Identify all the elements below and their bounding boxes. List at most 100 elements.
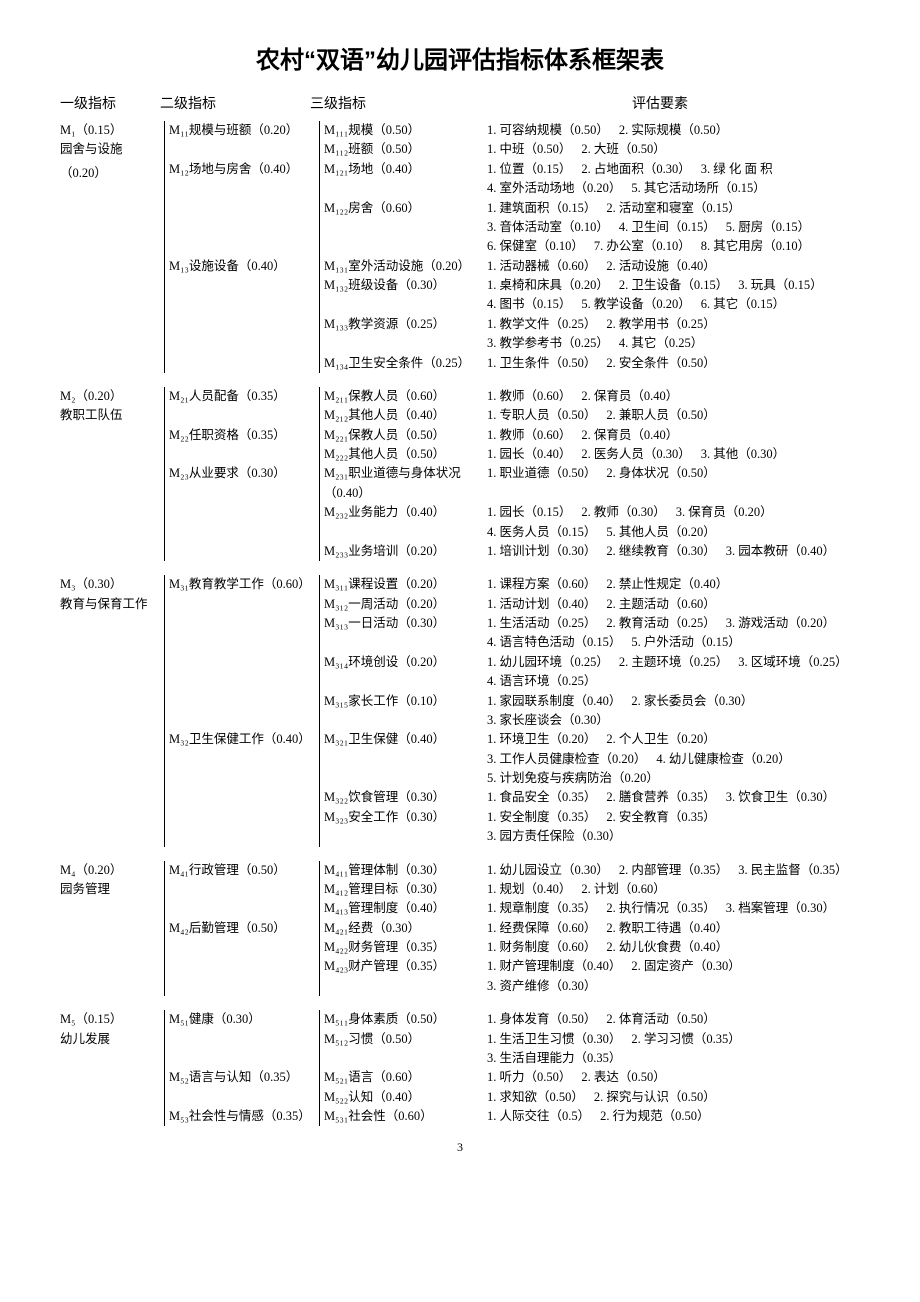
l4-cell: 1. 建筑面积（0.15）2. 活动室和寝室（0.15）3. 音体活动室（0.1…: [479, 199, 860, 257]
l2-row: M₃₂卫生保健工作（0.40）M₃₂₁卫生保健（0.40）1. 环境卫生（0.2…: [165, 730, 860, 846]
eval-item: 1. 园长（0.15）: [487, 503, 571, 522]
eval-item: 2. 教职工待遇（0.40）: [606, 919, 728, 938]
l4-cell: 1. 园长（0.15）2. 教师（0.30）3. 保育员（0.20）4. 医务人…: [479, 503, 860, 542]
l2-cell: M₄₂后勤管理（0.50）: [165, 919, 320, 997]
eval-item: 1. 桌椅和床具（0.20）: [487, 276, 609, 295]
l4-cell: 1. 财务制度（0.60）2. 幼儿伙食费（0.40）: [479, 938, 860, 957]
l3-row: M₅₂₁语言（0.60）1. 听力（0.50）2. 表达（0.50）: [320, 1068, 860, 1087]
l4-cell: 1. 环境卫生（0.20）2. 个人卫生（0.20）3. 工作人员健康检查（0.…: [479, 730, 860, 788]
l4-cell: 1. 食品安全（0.35）2. 膳食营养（0.35）3. 饮食卫生（0.30）: [479, 788, 860, 807]
eval-item: 2. 安全教育（0.35）: [606, 808, 715, 827]
l4-cell: 1. 教学文件（0.25）2. 教学用书（0.25）3. 教学参考书（0.25）…: [479, 315, 860, 354]
l3-cell: M₂₂₂其他人员（0.50）: [320, 445, 479, 464]
l3-cell: M₄₁₂管理目标（0.30）: [320, 880, 479, 899]
eval-item: 1. 中班（0.50）: [487, 140, 571, 159]
eval-item: 2. 大班（0.50）: [581, 140, 665, 159]
eval-item: 5. 厨房（0.15）: [726, 218, 810, 237]
eval-item: 2. 表达（0.50）: [581, 1068, 665, 1087]
l3-cell: M₁₁₁规模（0.50）: [320, 121, 479, 140]
l3-cell: M₅₂₁语言（0.60）: [320, 1068, 479, 1087]
l4-cell: 1. 人际交往（0.5）2. 行为规范（0.50）: [479, 1107, 860, 1126]
l3-row: M₂₁₁保教人员（0.60） 1. 教师（0.60） 2. 保育员（0.40）: [320, 387, 860, 406]
eval-item: 8. 其它用房（0.10）: [701, 237, 810, 256]
l3-cell: M₁₃₄卫生安全条件（0.25）: [320, 354, 479, 373]
l3-cell: M₅₂₂认知（0.40）: [320, 1088, 479, 1107]
l3-cell: M₂₁₁保教人员（0.60）: [320, 387, 479, 406]
l3-row: M₂₃₁职业道德与身体状况（0.40）1. 职业道德（0.50）2. 身体状况（…: [320, 464, 860, 503]
l3-cell: M₂₃₂业务能力（0.40）: [320, 503, 479, 542]
l4-cell: 1. 活动器械（0.60）2. 活动设施（0.40）: [479, 257, 860, 276]
eval-item: 6. 保健室（0.10）: [487, 237, 584, 256]
l3-row: M₃₂₁卫生保健（0.40）1. 环境卫生（0.20）2. 个人卫生（0.20）…: [320, 730, 860, 788]
eval-item: 4. 医务人员（0.15）: [487, 523, 596, 542]
eval-item: 5. 其它活动场所（0.15）: [631, 179, 765, 198]
eval-item: 1. 财产管理制度（0.40）: [487, 957, 621, 976]
l4-cell: 1. 安全制度（0.35）2. 安全教育（0.35）3. 园方责任保险（0.30…: [479, 808, 860, 847]
l3-cell: M₁₂₂房舍（0.60）: [320, 199, 479, 257]
l4-cell: 1. 规章制度（0.35） 2. 执行情况（0.35） 3. 档案管理（0.30）: [479, 899, 860, 918]
l1-row: M₃（0.30）教育与保育工作M₃₁教育教学工作（0.60）M₃₁₁课程设置（0…: [60, 575, 860, 846]
eval-item: 1. 人际交往（0.5）: [487, 1107, 590, 1126]
eval-item: 3. 音体活动室（0.10）: [487, 218, 609, 237]
eval-item: 3. 饮食卫生（0.30）: [726, 788, 835, 807]
eval-item: 1. 环境卫生（0.20）: [487, 730, 596, 749]
l3-cell: M₅₁₁身体素质（0.50）: [320, 1010, 479, 1029]
l2-cell: M₃₁教育教学工作（0.60）: [165, 575, 320, 730]
eval-item: 2. 安全条件（0.50）: [606, 354, 715, 373]
l1-cell: M₃（0.30）教育与保育工作: [60, 575, 165, 846]
eval-item: 4. 其它（0.25）: [619, 334, 703, 353]
l3-row: M₂₂₂其他人员（0.50）1. 园长（0.40）2. 医务人员（0.30）3.…: [320, 445, 860, 464]
eval-item: 1. 教师（0.60）: [487, 426, 571, 445]
header-l3: 三级指标: [310, 93, 460, 113]
l3-cell: M₄₂₃财产管理（0.35）: [320, 957, 479, 996]
l2-row: M₃₁教育教学工作（0.60）M₃₁₁课程设置（0.20）1. 课程方案（0.6…: [165, 575, 860, 730]
l3-cell: M₃₁₄环境创设（0.20）: [320, 653, 479, 692]
eval-item: 1. 教师（0.60）: [487, 387, 571, 406]
l4-cell: 1. 位置（0.15）2. 占地面积（0.30）3. 绿 化 面 积4. 室外活…: [479, 160, 860, 199]
l3-cell: M₂₃₁职业道德与身体状况（0.40）: [320, 464, 479, 503]
eval-item: 4. 语言特色活动（0.15）: [487, 633, 621, 652]
l3-row: M₅₃₁社会性（0.60）1. 人际交往（0.5）2. 行为规范（0.50）: [320, 1107, 860, 1126]
l3-cell: M₅₁₂习惯（0.50）: [320, 1030, 479, 1069]
l1-row: M₁（0.15）园舍与设施（0.20）M₁₁规模与班额（0.20）M₁₁₁规模（…: [60, 121, 860, 373]
l2-row: M₅₃社会性与情感（0.35）M₅₃₁社会性（0.60）1. 人际交往（0.5）…: [165, 1107, 860, 1126]
l1-row: M₄（0.20）园务管理M₄₁行政管理（0.50）M₄₁₁管理体制（0.30）1…: [60, 861, 860, 997]
l4-cell: 1. 教师（0.60）2. 保育员（0.40）: [479, 426, 860, 445]
l3-cell: M₄₂₂财务管理（0.35）: [320, 938, 479, 957]
eval-item: 1. 安全制度（0.35）: [487, 808, 596, 827]
eval-item: 6. 其它（0.15）: [701, 295, 785, 314]
eval-item: 1. 规章制度（0.35）: [487, 899, 596, 918]
l4-cell: 1. 家园联系制度（0.40）2. 家长委员会（0.30）3. 家长座谈会（0.…: [479, 692, 860, 731]
l4-cell: 1. 财产管理制度（0.40）2. 固定资产（0.30）3. 资产维修（0.30…: [479, 957, 860, 996]
eval-item: 2. 执行情况（0.35）: [606, 899, 715, 918]
l4-cell: 1. 园长（0.40）2. 医务人员（0.30）3. 其他（0.30）: [479, 445, 860, 464]
l3-cell: M₁₃₁室外活动设施（0.20）: [320, 257, 479, 276]
eval-item: 1. 活动器械（0.60）: [487, 257, 596, 276]
column-headers: 一级指标 二级指标 三级指标 评估要素: [60, 93, 860, 113]
l3-cell: M₅₃₁社会性（0.60）: [320, 1107, 479, 1126]
eval-item: 4. 卫生间（0.15）: [619, 218, 716, 237]
eval-item: 5. 计划免疫与疾病防治（0.20）: [487, 769, 659, 788]
l4-cell: 1. 专职人员（0.50）2. 兼职人员（0.50）: [479, 406, 860, 425]
l3-row: M₂₁₂其他人员（0.40）1. 专职人员（0.50）2. 兼职人员（0.50）: [320, 406, 860, 425]
eval-item: 1. 规划（0.40）: [487, 880, 571, 899]
l3-cell: M₄₁₃管理制度（0.40）: [320, 899, 479, 918]
eval-item: 3. 绿 化 面 积: [701, 160, 773, 179]
eval-item: 4. 幼儿健康检查（0.20）: [656, 750, 790, 769]
eval-item: 1. 教学文件（0.25）: [487, 315, 596, 334]
eval-item: 2. 保育员（0.40）: [581, 387, 678, 406]
eval-item: 1. 建筑面积（0.15）: [487, 199, 596, 218]
eval-item: 1. 经费保障（0.60）: [487, 919, 596, 938]
l3-cell: M₄₁₁管理体制（0.30）: [320, 861, 479, 880]
eval-item: 3. 档案管理（0.30）: [726, 899, 835, 918]
l1-row: M₅（0.15）幼儿发展M₅₁健康（0.30）M₅₁₁身体素质（0.50）1. …: [60, 1010, 860, 1126]
l4-cell: 1. 幼儿园环境（0.25）2. 主题环境（0.25）3. 区域环境（0.25）…: [479, 653, 860, 692]
eval-item: 5. 教学设备（0.20）: [581, 295, 690, 314]
l3-row: M₁₁₂班额（0.50）1. 中班（0.50）2. 大班（0.50）: [320, 140, 860, 159]
l3-row: M₃₁₄环境创设（0.20）1. 幼儿园环境（0.25）2. 主题环境（0.25…: [320, 653, 860, 692]
l3-row: M₃₁₂一周活动（0.20）1. 活动计划（0.40）2. 主题活动（0.60）: [320, 595, 860, 614]
eval-item: 1. 园长（0.40）: [487, 445, 571, 464]
l4-cell: 1. 中班（0.50） 2. 大班（0.50）: [479, 140, 860, 159]
eval-item: 1. 活动计划（0.40）: [487, 595, 596, 614]
l1-cell: M₄（0.20）园务管理: [60, 861, 165, 997]
